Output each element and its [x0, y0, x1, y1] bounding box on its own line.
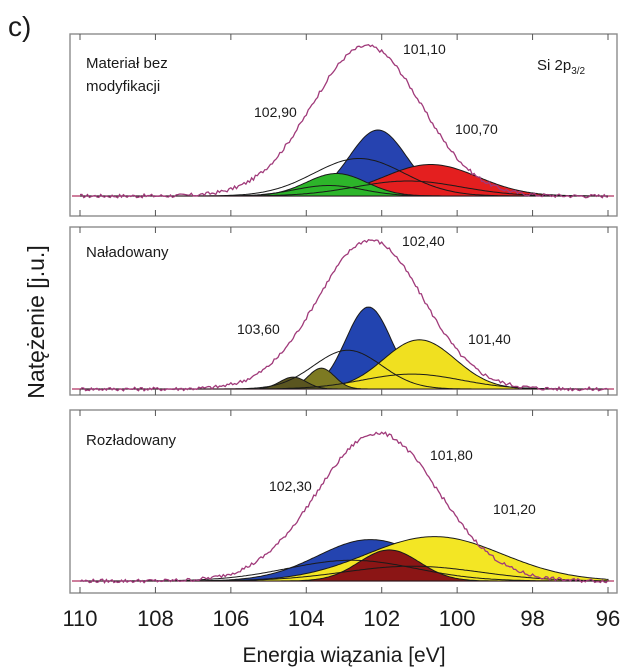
panel-unmodified: [72, 43, 614, 199]
panel-1-component-6: [80, 185, 608, 197]
panel-3-annotation-1: 102,30: [269, 478, 312, 494]
x-tick-label: 108: [137, 606, 174, 631]
panel-charged: [72, 238, 614, 392]
x-tick-label: 110: [62, 606, 97, 631]
x-tick-label: 100: [439, 606, 476, 631]
y-axis-label-group: Natężenie [j.u.]: [23, 245, 49, 398]
panel-discharged: [72, 431, 614, 584]
x-tick-label: 98: [520, 606, 544, 631]
panel-3-component-4: [80, 565, 608, 582]
panel-1-label-line-1: Materiał bez: [86, 55, 168, 72]
y-axis-label: Natężenie [j.u.]: [23, 245, 49, 398]
panel-1-annotation-1: 102,90: [254, 104, 297, 120]
panel-1-annotation-2: 101,10: [403, 41, 446, 57]
panel-3-annotation-2: 101,80: [430, 447, 473, 463]
panel-1-subtitle-main: Si 2p: [537, 57, 571, 74]
x-axis-ticks: 110 108 106 104 102 100 98 96: [62, 34, 620, 631]
panel-1-annotation-3: 100,70: [455, 121, 498, 137]
x-tick-label: 106: [212, 606, 249, 631]
panel-2-annotation-1: 103,60: [237, 321, 280, 337]
panel-1-subtitle-sub: 3/2: [571, 66, 585, 77]
panel-1-envelope: [79, 43, 609, 199]
panel-3-annotation-3: 101,20: [493, 501, 536, 517]
panel-2-annotation-3: 101,40: [468, 331, 511, 347]
panel-1-label-line-2: modyfikacji: [86, 78, 160, 95]
x-tick-label: 102: [363, 606, 400, 631]
x-tick-label: 96: [596, 606, 620, 631]
panel-2-envelope: [79, 238, 609, 392]
panel-3-envelope: [79, 431, 609, 584]
panel-2-annotation-2: 102,40: [402, 233, 445, 249]
panel-2-label: Naładowany: [86, 244, 169, 261]
x-axis-label: Energia wiązania [eV]: [242, 644, 445, 667]
x-tick-label: 104: [288, 606, 325, 631]
panel-1-subtitle: Si 2p3/2: [537, 57, 586, 77]
panel-3-label: Rozładowany: [86, 432, 177, 449]
figure-label: c): [8, 11, 31, 42]
